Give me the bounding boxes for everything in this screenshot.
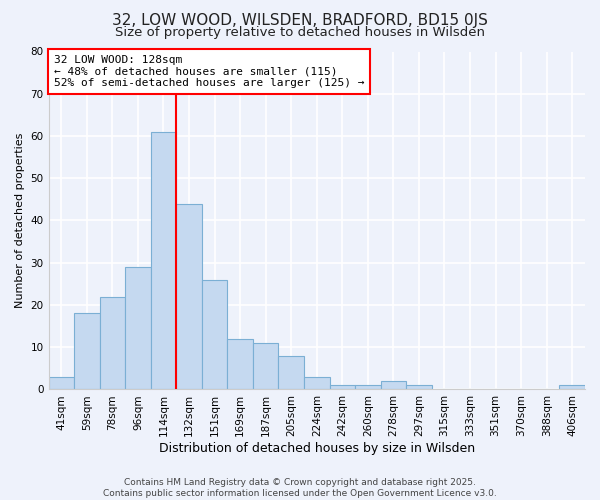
Bar [176, 204, 202, 390]
Text: 32 LOW WOOD: 128sqm
← 48% of detached houses are smaller (115)
52% of semi-detac: 32 LOW WOOD: 128sqm ← 48% of detached ho… [54, 55, 364, 88]
Bar [380, 381, 406, 390]
Bar [202, 280, 227, 390]
Bar [406, 385, 432, 390]
Bar [253, 343, 278, 390]
Text: 32, LOW WOOD, WILSDEN, BRADFORD, BD15 0JS: 32, LOW WOOD, WILSDEN, BRADFORD, BD15 0J… [112, 12, 488, 28]
Bar [49, 377, 74, 390]
Bar [278, 356, 304, 390]
Bar [355, 385, 380, 390]
Text: Contains HM Land Registry data © Crown copyright and database right 2025.
Contai: Contains HM Land Registry data © Crown c… [103, 478, 497, 498]
Bar [74, 314, 100, 390]
Bar [151, 132, 176, 390]
Bar [329, 385, 355, 390]
Bar [100, 296, 125, 390]
X-axis label: Distribution of detached houses by size in Wilsden: Distribution of detached houses by size … [159, 442, 475, 455]
Bar [125, 267, 151, 390]
Bar [304, 377, 329, 390]
Y-axis label: Number of detached properties: Number of detached properties [15, 133, 25, 308]
Bar [559, 385, 585, 390]
Text: Size of property relative to detached houses in Wilsden: Size of property relative to detached ho… [115, 26, 485, 39]
Bar [227, 339, 253, 390]
